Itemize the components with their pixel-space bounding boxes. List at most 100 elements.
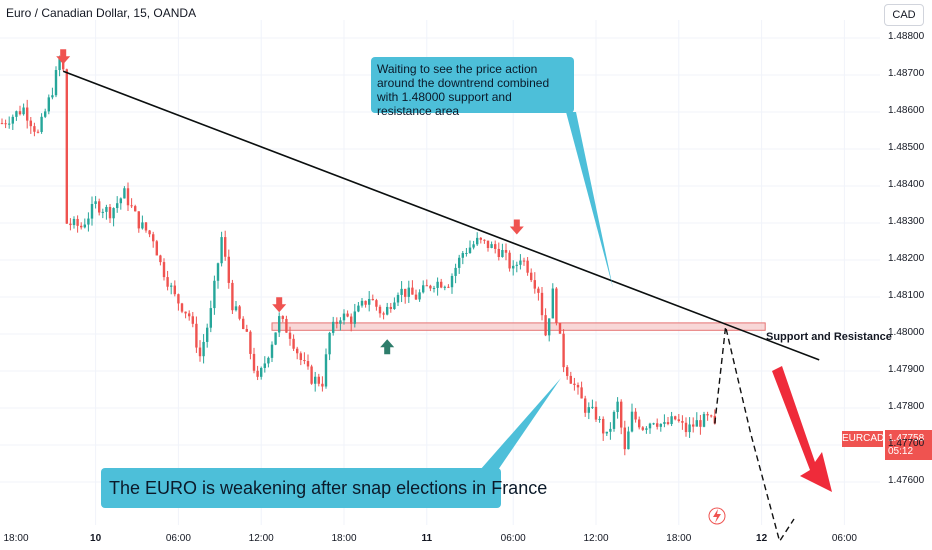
annotation-bottom[interactable]: The EURO is weakening after snap electio… [101, 468, 547, 508]
candle-body [519, 260, 522, 265]
candle-body [530, 272, 533, 281]
candle [15, 110, 18, 121]
candle-body [80, 225, 83, 228]
candle [76, 215, 79, 233]
candle-body [573, 383, 576, 385]
lightning-icon[interactable] [708, 507, 726, 525]
candle [587, 402, 590, 420]
price-tick-label: 1.48600 [888, 105, 925, 116]
candle-body [674, 416, 677, 420]
candle-body [252, 353, 256, 371]
candle-body [558, 322, 562, 334]
candle [486, 240, 490, 252]
candle-body [22, 107, 25, 115]
candle-body [231, 282, 234, 311]
candle [263, 356, 266, 373]
candle [594, 401, 598, 423]
candle [18, 105, 22, 116]
annotation-top[interactable]: Waiting to see the price action around t… [371, 57, 574, 118]
candle-body [418, 292, 421, 300]
candle-body [342, 313, 346, 321]
candle [144, 221, 148, 233]
candle [180, 302, 184, 314]
candle-body [332, 321, 335, 333]
last-price-tag: 1.47758 05:12 [885, 430, 932, 460]
price-tick-label: 1.47900 [888, 364, 925, 375]
candle [285, 315, 288, 333]
currency-button[interactable]: CAD [884, 4, 924, 26]
price-tick-label: 1.48000 [888, 327, 925, 338]
candle-body [447, 286, 450, 288]
downtrend-line[interactable] [62, 70, 820, 361]
candle [299, 351, 302, 366]
candle-body [512, 265, 515, 269]
candle [162, 258, 166, 281]
candle-body [130, 205, 133, 207]
candle-body [630, 411, 634, 432]
candle-body [508, 252, 511, 269]
candle-body [432, 287, 436, 289]
candle-body [40, 116, 43, 132]
candle-body [285, 318, 288, 333]
candle-body [645, 428, 648, 430]
candle-body [58, 58, 61, 71]
candle-body [422, 285, 425, 293]
candle-body [404, 288, 407, 297]
candle [177, 293, 180, 311]
candle [224, 230, 227, 261]
trendline-segment [62, 70, 820, 361]
candle-body [540, 292, 544, 316]
candle-body [317, 376, 320, 384]
candle [130, 198, 133, 208]
candle-body [202, 341, 205, 357]
candle-body [681, 421, 684, 423]
candle-body [278, 316, 281, 333]
candle-body [533, 280, 536, 289]
candle [339, 317, 342, 331]
candle [494, 240, 497, 254]
candle [540, 286, 544, 321]
candle [281, 315, 284, 323]
candle [450, 273, 454, 294]
candle-body [324, 354, 328, 387]
candle-body [72, 218, 76, 226]
candle-body [328, 332, 331, 355]
candle-body [666, 422, 670, 425]
candle-body [292, 338, 295, 349]
candle [198, 340, 202, 362]
candle [69, 218, 72, 231]
candle-body [216, 263, 220, 281]
candle [490, 241, 493, 249]
candle-body [411, 287, 414, 295]
candle-body [245, 329, 248, 332]
candle-body [353, 311, 356, 324]
candle-body [602, 418, 605, 434]
price-tick-label: 1.48500 [888, 142, 925, 153]
candle [314, 371, 317, 392]
time-tick-label: 18:00 [331, 533, 357, 544]
candle [666, 416, 670, 426]
candle [80, 222, 83, 230]
last-price: 1.47758 [888, 433, 925, 444]
candle [627, 426, 630, 450]
candle-body [69, 223, 72, 226]
candle-body [346, 313, 349, 317]
candle-body [522, 260, 526, 262]
candle [152, 231, 155, 248]
candle [688, 417, 691, 438]
candle-body [562, 333, 565, 368]
candle [249, 330, 252, 360]
candle [238, 305, 241, 321]
candle-body [101, 211, 104, 213]
candle-body [306, 361, 310, 367]
candle [699, 414, 702, 435]
candle [695, 412, 698, 427]
candle [429, 284, 432, 292]
candle-body [170, 285, 173, 287]
candle [202, 334, 205, 364]
candle [663, 414, 666, 428]
candle [123, 186, 126, 199]
candle-body [249, 331, 252, 354]
candle-body [472, 244, 475, 248]
candle [519, 254, 522, 270]
